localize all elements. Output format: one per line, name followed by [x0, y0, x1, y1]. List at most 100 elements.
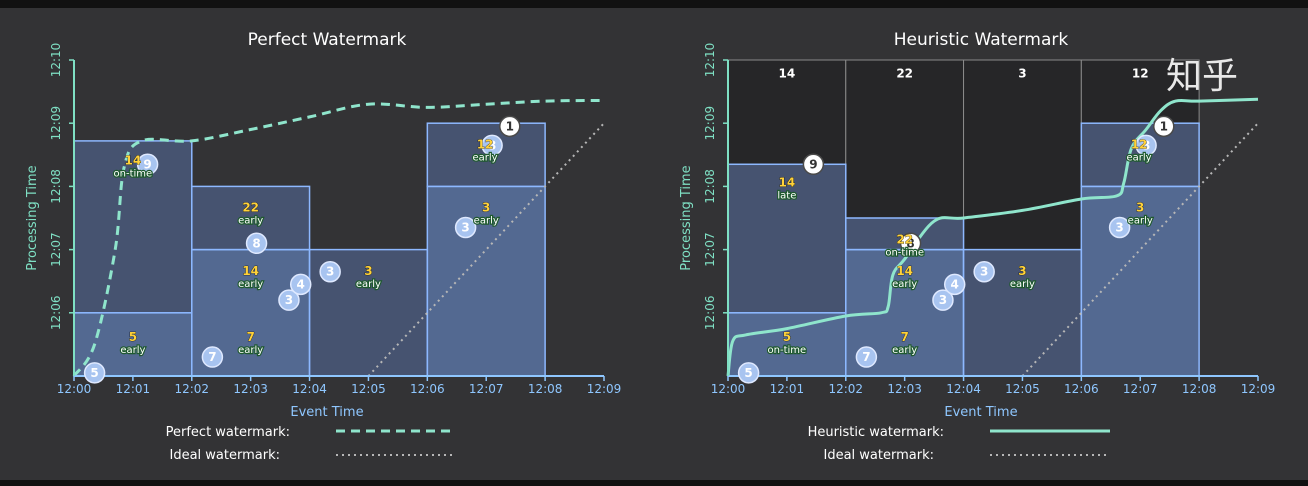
- input-datum-label: 1: [506, 119, 514, 133]
- y-axis-label: Processing Time: [25, 165, 40, 270]
- window-header-area: [1080, 59, 1200, 124]
- x-tick-label: 12:09: [1241, 382, 1276, 396]
- input-datum: [499, 115, 521, 138]
- x-tick-label: 12:05: [351, 382, 386, 396]
- x-tick-label: 12:07: [1123, 382, 1158, 396]
- input-datum: [1135, 134, 1157, 157]
- result-value: 3: [482, 201, 490, 215]
- result-value: 3: [1018, 264, 1026, 278]
- input-datum-label: 9: [809, 157, 817, 171]
- window-header-area: [963, 59, 1082, 251]
- x-axis-label: Event Time: [290, 405, 363, 420]
- input-datum: [245, 232, 268, 255]
- perfect-watermark-diagram: Perfect Watermark 12:00 12:01 12:02 12:03 12:…: [25, 30, 622, 463]
- result-value: 3: [1136, 201, 1144, 215]
- input-datum: [481, 134, 503, 157]
- heuristic-watermark-line: [726, 97, 1259, 377]
- x-tick-label: 12:02: [828, 382, 863, 396]
- x-tick-label: 12:00: [711, 382, 746, 396]
- input-datum: [943, 273, 966, 296]
- input-datum: [899, 232, 922, 255]
- window-pane: [426, 185, 546, 377]
- y-tick-label: 12:06: [49, 296, 63, 331]
- window-header-area: [845, 59, 965, 219]
- input-datum: [454, 216, 477, 239]
- x-tick-label: 12:01: [770, 382, 805, 396]
- x-tick-label: 12:06: [1064, 382, 1099, 396]
- input-datum: [1153, 115, 1175, 138]
- result-value: 14: [896, 264, 913, 278]
- input-datum-label: 3: [1115, 220, 1123, 234]
- y-axis-label: Processing Time: [679, 165, 694, 270]
- input-datum: [201, 346, 224, 368]
- input-datum-label: 5: [744, 366, 752, 380]
- input-datum: [737, 362, 760, 384]
- result-value: 14: [125, 153, 142, 167]
- legend-watermark-label: Perfect watermark:: [166, 425, 290, 440]
- input-datum-label: 4: [297, 277, 305, 291]
- input-datum-label: 7: [208, 350, 216, 364]
- window-pane: [1080, 185, 1200, 377]
- result-timing-tag: early: [1126, 152, 1151, 163]
- x-tick-label: 12:01: [116, 382, 151, 396]
- input-datum: [1108, 216, 1131, 239]
- y-tick-label: 12:09: [49, 106, 63, 141]
- input-datum: [278, 289, 300, 311]
- x-tick-label: 12:05: [1005, 382, 1040, 396]
- x-tick-label: 12:07: [469, 382, 504, 396]
- result-timing-tag: early: [892, 345, 917, 356]
- input-datum: [289, 273, 312, 296]
- x-tick-label: 12:03: [233, 382, 268, 396]
- result-timing-tag: early: [892, 279, 917, 290]
- heuristic-watermark-panel: Heuristic Watermark 14 22 3 12 12:00 12:01 12:0…: [654, 8, 1308, 480]
- result-timing-tag: early: [474, 216, 499, 227]
- input-datum-label: 8: [252, 236, 260, 250]
- input-datum: [855, 346, 878, 368]
- result-timing-tag: early: [238, 279, 263, 290]
- result-value: 22: [242, 201, 259, 215]
- result-value: 14: [779, 175, 796, 189]
- result-timing-tag: on-time: [114, 168, 153, 179]
- diagram-title: Perfect Watermark: [248, 30, 407, 50]
- legend-watermark-label: Heuristic watermark:: [808, 425, 944, 440]
- result-timing-tag: early: [472, 152, 497, 163]
- y-tick-label: 12:08: [49, 169, 63, 204]
- x-tick-label: 12:06: [410, 382, 445, 396]
- x-tick-label: 12:02: [174, 382, 209, 396]
- input-datum: [932, 289, 954, 311]
- input-datum: [973, 260, 995, 283]
- zhihu-logo: 知乎: [1166, 56, 1238, 97]
- input-datum-label: 3: [461, 220, 469, 234]
- result-value: 5: [129, 330, 137, 344]
- input-datum-label: 3: [980, 265, 988, 279]
- input-datum-label: 8: [906, 236, 914, 250]
- window-pane: [426, 122, 546, 188]
- input-datum: [802, 153, 825, 176]
- x-tick-label: 12:09: [587, 382, 622, 396]
- result-value: 12: [1131, 137, 1148, 151]
- x-tick-label: 12:04: [946, 382, 981, 396]
- perfect-watermark-line: [72, 98, 605, 377]
- diagram-title: Heuristic Watermark: [894, 30, 1069, 50]
- input-datum-label: 7: [862, 350, 870, 364]
- y-tick-label: 12:07: [703, 232, 717, 267]
- window-header-area: [727, 59, 847, 165]
- input-datum-label: 8: [1142, 138, 1150, 152]
- window-pane: [1080, 122, 1200, 188]
- perfect-watermark-panel: Perfect Watermark 12:00 12:01 12:02 12:03 12:…: [0, 8, 654, 480]
- result-value: 14: [242, 264, 259, 278]
- y-tick-label: 12:06: [703, 296, 717, 331]
- y-tick-label: 12:09: [703, 106, 717, 141]
- window-pane: [727, 163, 847, 314]
- result-value: 7: [900, 330, 908, 344]
- input-datum: [83, 362, 106, 384]
- legend-ideal-label: Ideal watermark:: [824, 448, 935, 463]
- result-timing-tag: late: [777, 190, 796, 201]
- x-tick-label: 12:08: [1182, 382, 1217, 396]
- y-tick-label: 12:07: [49, 232, 63, 267]
- input-datum-label: 9: [143, 157, 151, 171]
- input-datum-label: 3: [939, 293, 947, 307]
- input-datum-label: 4: [951, 277, 959, 291]
